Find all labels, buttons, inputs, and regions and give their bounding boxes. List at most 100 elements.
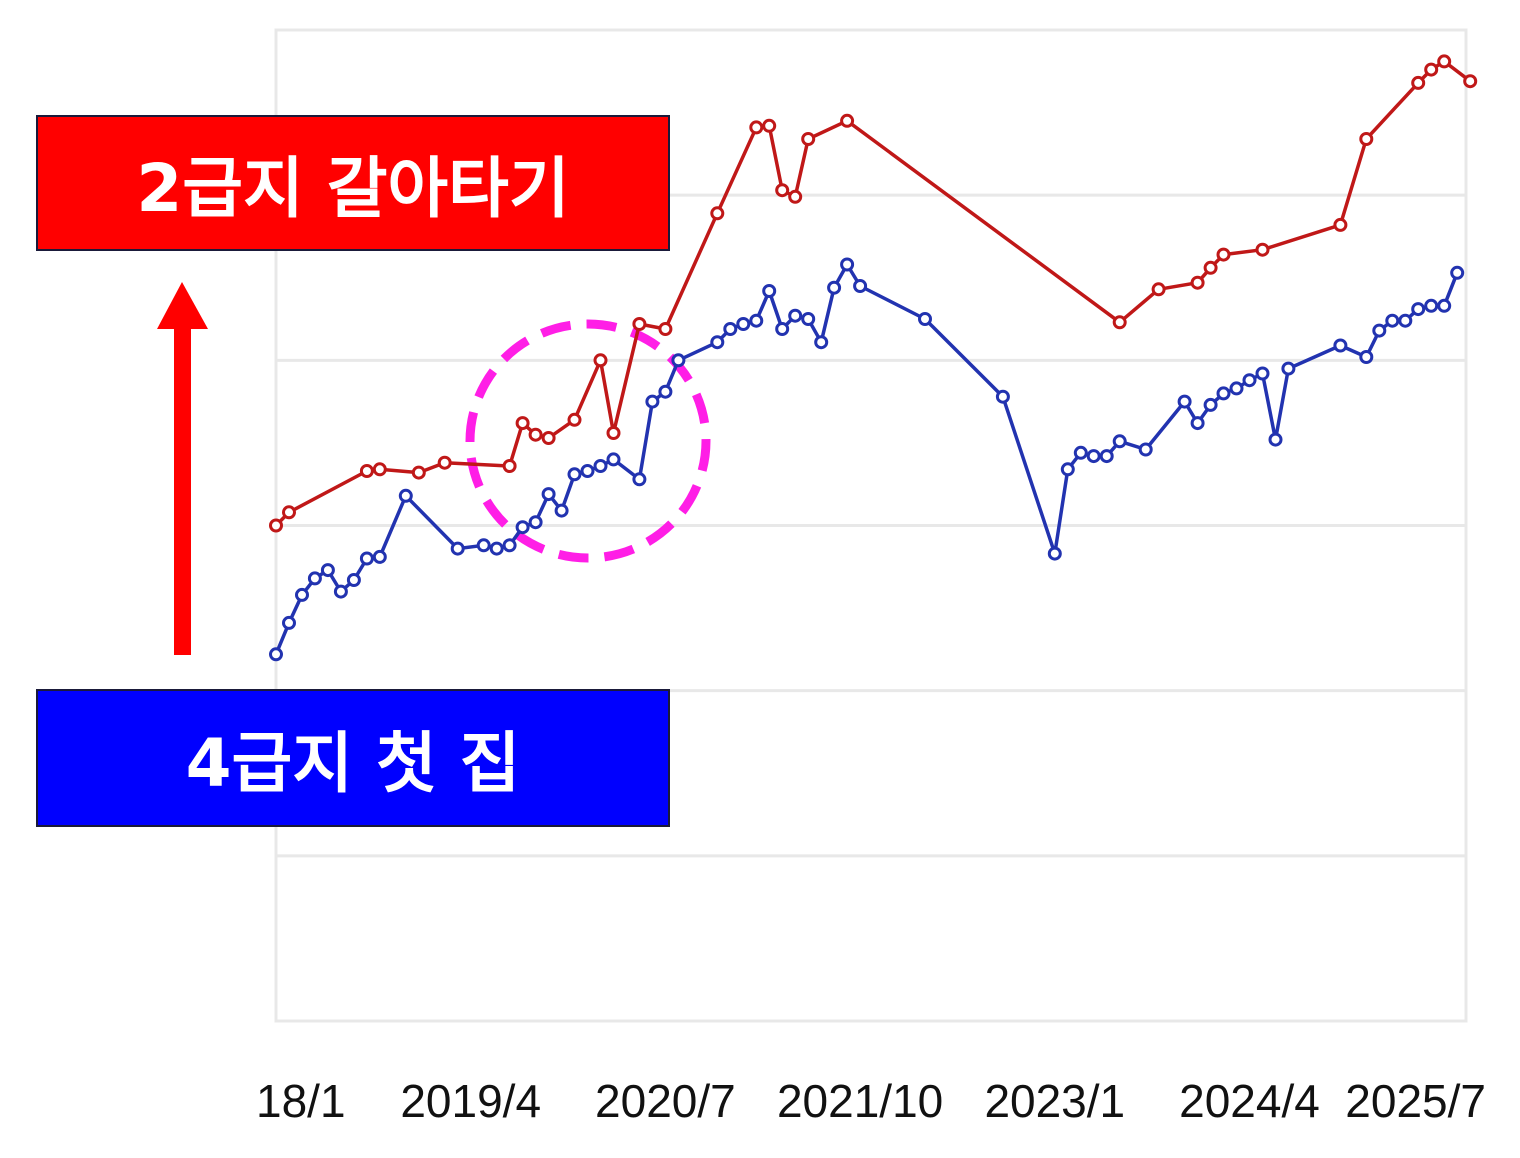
data-point [1281, 361, 1296, 376]
data-point [1216, 386, 1231, 401]
data-point [476, 538, 491, 553]
data-point [788, 189, 803, 204]
data-point [606, 426, 621, 440]
data-point [995, 389, 1010, 404]
data-point [788, 308, 803, 323]
data-point [1099, 449, 1114, 464]
data-point [749, 313, 764, 328]
data-point [1086, 449, 1101, 464]
data-point [269, 518, 283, 533]
data-point [632, 317, 647, 331]
data-point [775, 183, 790, 198]
data-point [736, 317, 751, 331]
data-point [359, 551, 374, 566]
data-point [333, 584, 348, 599]
data-point [606, 452, 621, 467]
upper-label-box: 2급지 갈아타기 [36, 115, 670, 251]
x-tick-label: 2023/1 [984, 1075, 1125, 1127]
data-point [528, 515, 543, 530]
data-point [1385, 313, 1400, 328]
data-point [1463, 74, 1478, 89]
highlight-circle [465, 319, 711, 563]
data-point [840, 113, 855, 128]
data-point [1411, 75, 1426, 90]
data-point [320, 563, 335, 578]
data-point [775, 322, 790, 336]
data-point [541, 431, 556, 445]
data-point [632, 472, 647, 487]
arrow-shaft [174, 325, 191, 655]
data-point [372, 462, 387, 477]
data-point [749, 120, 764, 135]
data-point [658, 322, 673, 336]
data-point [437, 455, 452, 470]
data-point [762, 118, 777, 133]
data-point [515, 416, 530, 431]
data-point [1333, 338, 1348, 353]
data-point [554, 503, 569, 518]
x-tick-label: 2024/4 [1179, 1075, 1320, 1127]
data-point [528, 427, 543, 442]
data-point [1112, 434, 1127, 449]
data-point [1203, 260, 1218, 275]
data-point [1398, 313, 1413, 328]
data-point [1450, 265, 1465, 280]
x-tick-label: 2019/4 [400, 1075, 541, 1127]
data-point [1372, 323, 1387, 338]
data-point [1073, 445, 1088, 460]
data-point [411, 465, 426, 480]
data-point [645, 394, 660, 409]
data-point [723, 322, 738, 336]
x-tick-label: 2021/10 [777, 1075, 943, 1127]
data-point [307, 571, 322, 586]
data-point [853, 279, 868, 293]
data-point [1216, 247, 1231, 262]
data-point [1177, 394, 1192, 409]
data-point [1047, 546, 1062, 561]
arrow-up-icon [157, 282, 208, 329]
data-point [1424, 298, 1439, 313]
x-tick-label: 2025/7 [1345, 1075, 1486, 1127]
data-point [450, 541, 465, 556]
data-point [580, 464, 595, 478]
data-point [1138, 442, 1153, 457]
series-line [274, 262, 1459, 655]
data-point [1255, 242, 1270, 257]
data-point [840, 257, 855, 272]
data-point [1112, 315, 1127, 330]
data-point [359, 464, 374, 478]
x-tick-label: 2020/7 [595, 1075, 736, 1127]
lower-label-box: 4급지 첫 집 [36, 689, 670, 827]
x-axis-ticks: 18/1 2019/4 2020/7 2021/10 2023/1 2024/4 2025/… [256, 1075, 1486, 1127]
lower-label-text: 4급지 첫 집 [185, 725, 521, 802]
data-point [346, 573, 361, 587]
data-point [593, 459, 608, 473]
data-point [1203, 397, 1218, 412]
data-point [282, 615, 296, 630]
data-point [1437, 54, 1452, 69]
data-point [567, 467, 582, 482]
data-point [295, 587, 309, 602]
data-point [801, 312, 816, 326]
annotation-layer [157, 282, 711, 655]
data-point [593, 353, 608, 368]
data-point [489, 541, 504, 556]
data-point [282, 505, 296, 520]
data-point [1437, 298, 1452, 313]
data-point [1333, 217, 1348, 232]
data-point [502, 459, 517, 473]
data-point [1229, 381, 1244, 396]
data-point [398, 488, 413, 503]
data-point [1359, 350, 1374, 364]
data-point [269, 647, 283, 662]
data-point [1268, 432, 1283, 447]
data-point [515, 520, 530, 535]
data-point [710, 206, 725, 221]
x-tick-label: 18/1 [256, 1075, 346, 1127]
series-layer [269, 54, 1478, 662]
data-point [541, 487, 556, 502]
data-point [567, 412, 582, 427]
series-upper [269, 54, 1478, 533]
data-point [1151, 282, 1166, 297]
data-point [827, 280, 842, 295]
